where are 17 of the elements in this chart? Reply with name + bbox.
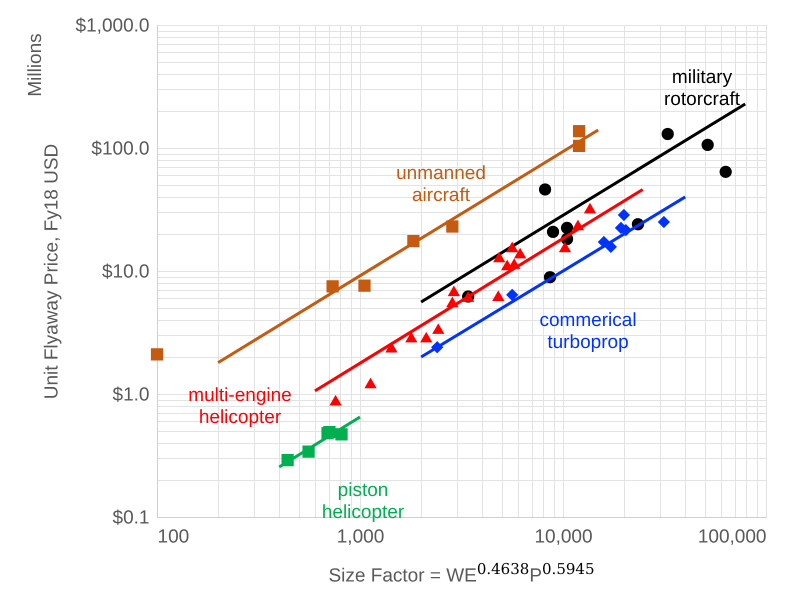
y-tick-label: $1,000.0 bbox=[76, 16, 150, 36]
x-tick-label: 100,000 bbox=[698, 526, 766, 548]
series-label: multi-engine helicopter bbox=[188, 385, 292, 428]
y-tick-label: $1.0 bbox=[112, 384, 150, 406]
y-tick-label: $10.0 bbox=[102, 262, 150, 282]
series-label: commerical turboprop bbox=[539, 310, 637, 353]
series-label: piston helicopter bbox=[322, 480, 405, 523]
y-tick-label: $100.0 bbox=[91, 138, 150, 160]
series-label: military rotorcraft bbox=[664, 67, 741, 110]
series-label: unmanned aircraft bbox=[396, 163, 486, 206]
text: Millions bbox=[25, 33, 46, 97]
y-tick-label: $0.1 bbox=[112, 508, 150, 528]
x-tick-label: 10,000 bbox=[534, 526, 593, 548]
x-tick-label: 100 bbox=[158, 526, 190, 548]
x-axis-title: Size Factor = WE$^{0.4638}$P$^{0.5945}$ bbox=[327, 560, 596, 588]
x-tick-label: 1,000 bbox=[336, 526, 384, 548]
y-axis-title: Unit Flyaway Price, Fy18 USD bbox=[42, 144, 63, 400]
